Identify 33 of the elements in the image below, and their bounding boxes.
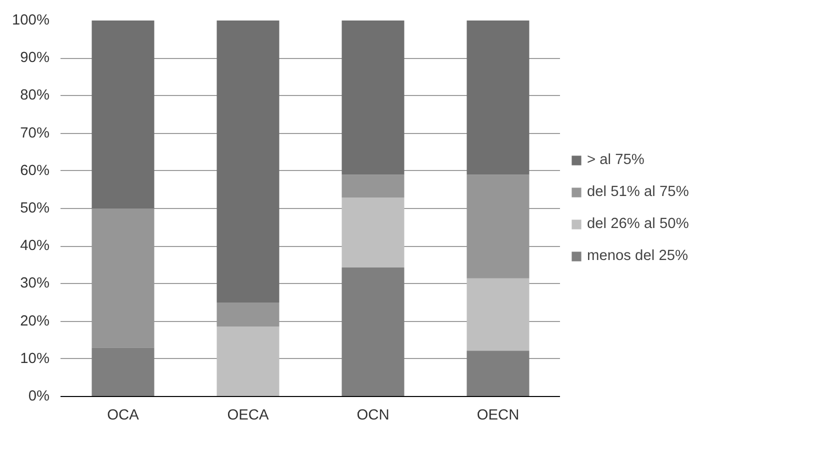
bar [466,278,530,351]
bar [466,174,530,278]
bar [342,20,404,175]
bar [342,198,404,268]
y-tick-label: 30% [20,276,50,292]
legend-label: > al 75% [587,152,644,168]
y-tick-label: 100% [12,12,50,28]
y-tick-label: 60% [20,162,50,179]
y-tick-label: 40% [20,238,50,254]
x-tick-label: OCN [356,408,390,424]
bar [216,302,280,327]
x-tick-label: OECA [227,408,269,424]
y-tick-label: 20% [20,313,50,330]
x-tick-label: OCA [107,408,140,424]
bar [466,20,530,175]
y-tick-label: 70% [20,125,50,142]
bar [92,20,154,208]
bar [216,326,280,396]
bar [466,350,530,396]
bar [342,268,404,396]
y-tick-label: 10% [20,350,50,367]
bar [216,20,280,302]
legend-label: del 51% al 75% [587,184,689,200]
bar [342,174,404,198]
legend-label: menos del 25% [587,248,688,264]
legend-label: del 26% al 50% [587,216,689,232]
y-tick-label: 90% [20,50,50,66]
y-tick-label: 80% [20,88,50,104]
bar [92,208,154,348]
x-tick-label: OECN [476,408,520,424]
bar [92,348,154,396]
y-tick-label: 0% [28,388,50,404]
y-tick-label: 50% [20,200,50,216]
